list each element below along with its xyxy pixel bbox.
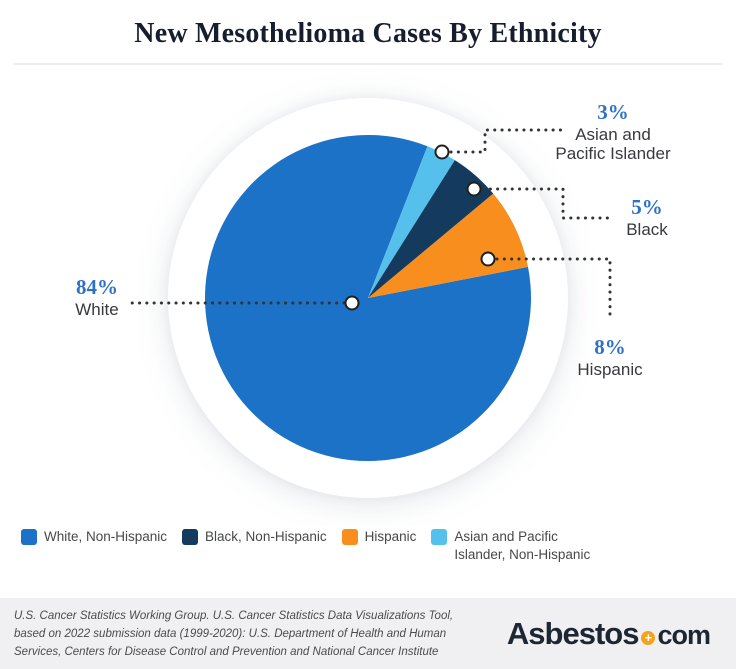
pie-slice-hispanic[interactable] <box>368 193 529 298</box>
pie-chart-svg <box>125 98 616 498</box>
legend-label-hispanic: Hispanic <box>364 529 417 544</box>
legend-swatch-asian-and-pacific-islander-non-hispanic <box>431 529 448 545</box>
footer-bar: U.S. Cancer Statistics Working Group. U.… <box>0 598 736 669</box>
legend-label-white-non-hispanic: White, Non-Hispanic <box>44 529 168 544</box>
legend-swatch-white-non-hispanic <box>21 529 37 545</box>
callout-marker-asian-and-pacific-islander <box>434 144 450 160</box>
callout-marker-white <box>344 295 360 311</box>
legend-item-hispanic[interactable]: Hispanic <box>341 528 417 546</box>
legend-swatch-black-non-hispanic <box>182 529 199 545</box>
title-divider <box>14 63 722 65</box>
logo-plus-icon: + <box>641 631 656 645</box>
legend-item-white-non-hispanic[interactable]: White, Non-Hispanic <box>21 528 167 546</box>
pie-slice-black[interactable] <box>368 160 494 298</box>
legend-label-black-non-hispanic: Black, Non-Hispanic <box>205 529 327 544</box>
page-title: New Mesothelioma Cases By Ethnicity <box>134 18 602 49</box>
legend-label-asian-and-pacific-islander-non-hispanic: Asian and Pacific Islander, Non-Hispanic <box>454 529 591 562</box>
callout-marker-hispanic <box>480 251 496 267</box>
logo-word: Asbestos <box>506 616 640 651</box>
legend-item-asian-and-pacific-islander-non-hispanic[interactable]: Asian and Pacific Islander, Non-Hispanic <box>431 528 606 564</box>
callout-line-asian-and-pacific-islander <box>449 128 565 154</box>
pie-chart-area: 84% White 3% Asian and Pacific Islander 5% Bl… <box>0 65 736 525</box>
logo-tld: com <box>657 620 711 650</box>
legend-item-black-non-hispanic[interactable]: Black, Non-Hispanic <box>182 528 327 546</box>
callout-line-black <box>481 187 616 220</box>
pie-slice-asian-and-pacific-islander[interactable] <box>368 146 455 298</box>
callout-line-hispanic <box>495 257 612 323</box>
callout-marker-black <box>466 181 482 197</box>
legend-swatch-hispanic <box>341 529 358 545</box>
chart-legend: White, Non-Hispanic Black, Non-Hispanic Hi… <box>0 525 736 564</box>
asbestos-com-logo[interactable]: Asbestos + com <box>506 616 711 651</box>
pie-slice-white[interactable] <box>205 135 531 462</box>
source-citation: U.S. Cancer Statistics Working Group. U.… <box>14 609 454 658</box>
